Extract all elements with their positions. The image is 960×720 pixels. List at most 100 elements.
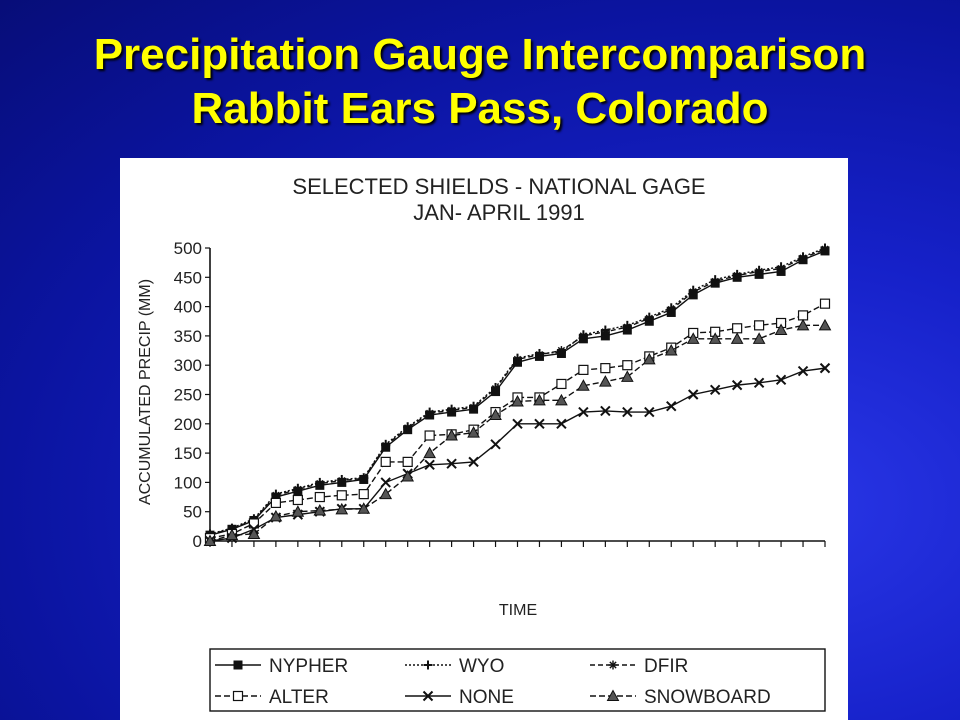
legend: NYPHER WYO DFIR ALTER NONE SNOWBOARD	[209, 648, 826, 712]
point-snowboard	[620, 370, 634, 382]
point-dfir	[710, 276, 720, 286]
point-alter	[732, 323, 743, 334]
point-dfir	[359, 473, 369, 483]
y-tick-label: 150	[174, 444, 202, 463]
point-alter	[292, 494, 303, 506]
point-snowboard	[818, 318, 832, 331]
point-alter	[424, 430, 435, 441]
point-dfir	[688, 287, 698, 297]
point-dfir	[469, 402, 479, 412]
point-snowboard	[357, 502, 371, 514]
y-tick-label: 200	[174, 415, 202, 434]
point-dfir	[600, 327, 610, 337]
y-axis-label: ACCUMULATED PRECIP (MM)	[137, 279, 154, 505]
y-tick-label: 450	[174, 268, 202, 287]
point-snowboard	[577, 379, 590, 391]
point-alter	[358, 489, 369, 500]
y-tick-label: 500	[174, 239, 202, 258]
point-none	[753, 377, 765, 388]
legend-label-alter: ALTER	[269, 687, 329, 708]
point-snowboard	[291, 505, 305, 517]
point-dfir	[556, 346, 566, 356]
y-tick-label: 400	[174, 298, 202, 317]
y-tick-label: 50	[183, 503, 202, 522]
point-snowboard	[489, 408, 502, 421]
y-tick-label: 300	[174, 356, 202, 375]
point-dfir	[447, 405, 457, 415]
point-alter	[314, 491, 325, 503]
point-none	[644, 406, 655, 418]
chart-panel: SELECTED SHIELDS - NATIONAL GAGE JAN- AP…	[120, 158, 848, 720]
point-none	[731, 379, 743, 391]
legend-label-none: NONE	[459, 687, 514, 708]
point-none	[775, 374, 787, 386]
point-alter	[336, 490, 347, 501]
point-snowboard	[335, 502, 349, 515]
point-dfir	[644, 313, 654, 323]
point-dfir	[534, 350, 544, 360]
point-none	[468, 456, 479, 468]
point-snowboard	[467, 426, 480, 438]
point-none	[666, 401, 677, 412]
point-none	[534, 418, 545, 430]
slide-title: Precipitation Gauge Intercomparison Rabb…	[0, 28, 960, 136]
point-dfir	[337, 476, 347, 486]
point-snowboard	[664, 344, 678, 356]
y-tick-label: 350	[174, 327, 202, 346]
point-none	[424, 459, 435, 471]
legend-marker-dfir	[608, 660, 618, 670]
point-dfir	[578, 331, 588, 341]
point-none	[578, 406, 589, 418]
point-snowboard	[225, 528, 239, 541]
x-axis-label: TIME	[499, 602, 537, 619]
point-snowboard	[796, 318, 810, 331]
point-alter	[380, 456, 391, 467]
point-snowboard	[511, 394, 524, 407]
point-dfir	[403, 423, 413, 433]
point-dfir	[425, 408, 435, 418]
legend-label-nypher: NYPHER	[269, 656, 348, 677]
series-line-alter	[209, 303, 826, 539]
point-dfir	[776, 264, 786, 274]
legend-label-dfir: DFIR	[644, 656, 688, 677]
legend-marker-none	[422, 690, 434, 702]
point-dfir	[798, 253, 808, 263]
point-alter	[402, 456, 413, 467]
point-dfir	[293, 484, 303, 494]
point-dfir	[754, 266, 764, 276]
point-none	[490, 439, 501, 450]
point-none	[600, 405, 611, 417]
legend-marker-nypher	[233, 660, 243, 670]
point-snowboard	[247, 527, 261, 539]
point-snowboard	[752, 332, 766, 344]
plot-area: 0 50 100 150 200 250 300 350 400 450 500	[174, 239, 832, 551]
point-dfir	[732, 271, 742, 281]
point-snowboard	[313, 503, 327, 516]
point-snowboard	[423, 446, 436, 459]
point-dfir	[381, 440, 391, 450]
point-snowboard	[730, 332, 744, 344]
point-alter	[797, 310, 809, 321]
y-tick-label: 100	[174, 473, 202, 492]
point-alter	[819, 298, 831, 309]
point-none	[556, 418, 567, 430]
point-dfir	[666, 305, 676, 315]
point-alter	[556, 378, 567, 390]
point-dfir	[271, 490, 281, 500]
point-snowboard	[555, 393, 568, 406]
chart-title: SELECTED SHIELDS - NATIONAL GAGE	[292, 174, 705, 199]
legend-marker-wyo	[423, 660, 433, 670]
y-tick-label: 250	[174, 386, 202, 405]
point-none	[622, 406, 633, 418]
point-alter	[270, 497, 281, 509]
point-none	[512, 418, 523, 430]
point-dfir	[622, 322, 632, 332]
legend-label-wyo: WYO	[459, 656, 504, 677]
point-snowboard	[599, 375, 612, 387]
point-alter	[754, 320, 765, 331]
point-none	[797, 365, 809, 377]
legend-marker-alter	[232, 690, 244, 702]
point-alter	[622, 360, 633, 371]
legend-box	[209, 648, 826, 712]
point-none	[819, 362, 831, 374]
